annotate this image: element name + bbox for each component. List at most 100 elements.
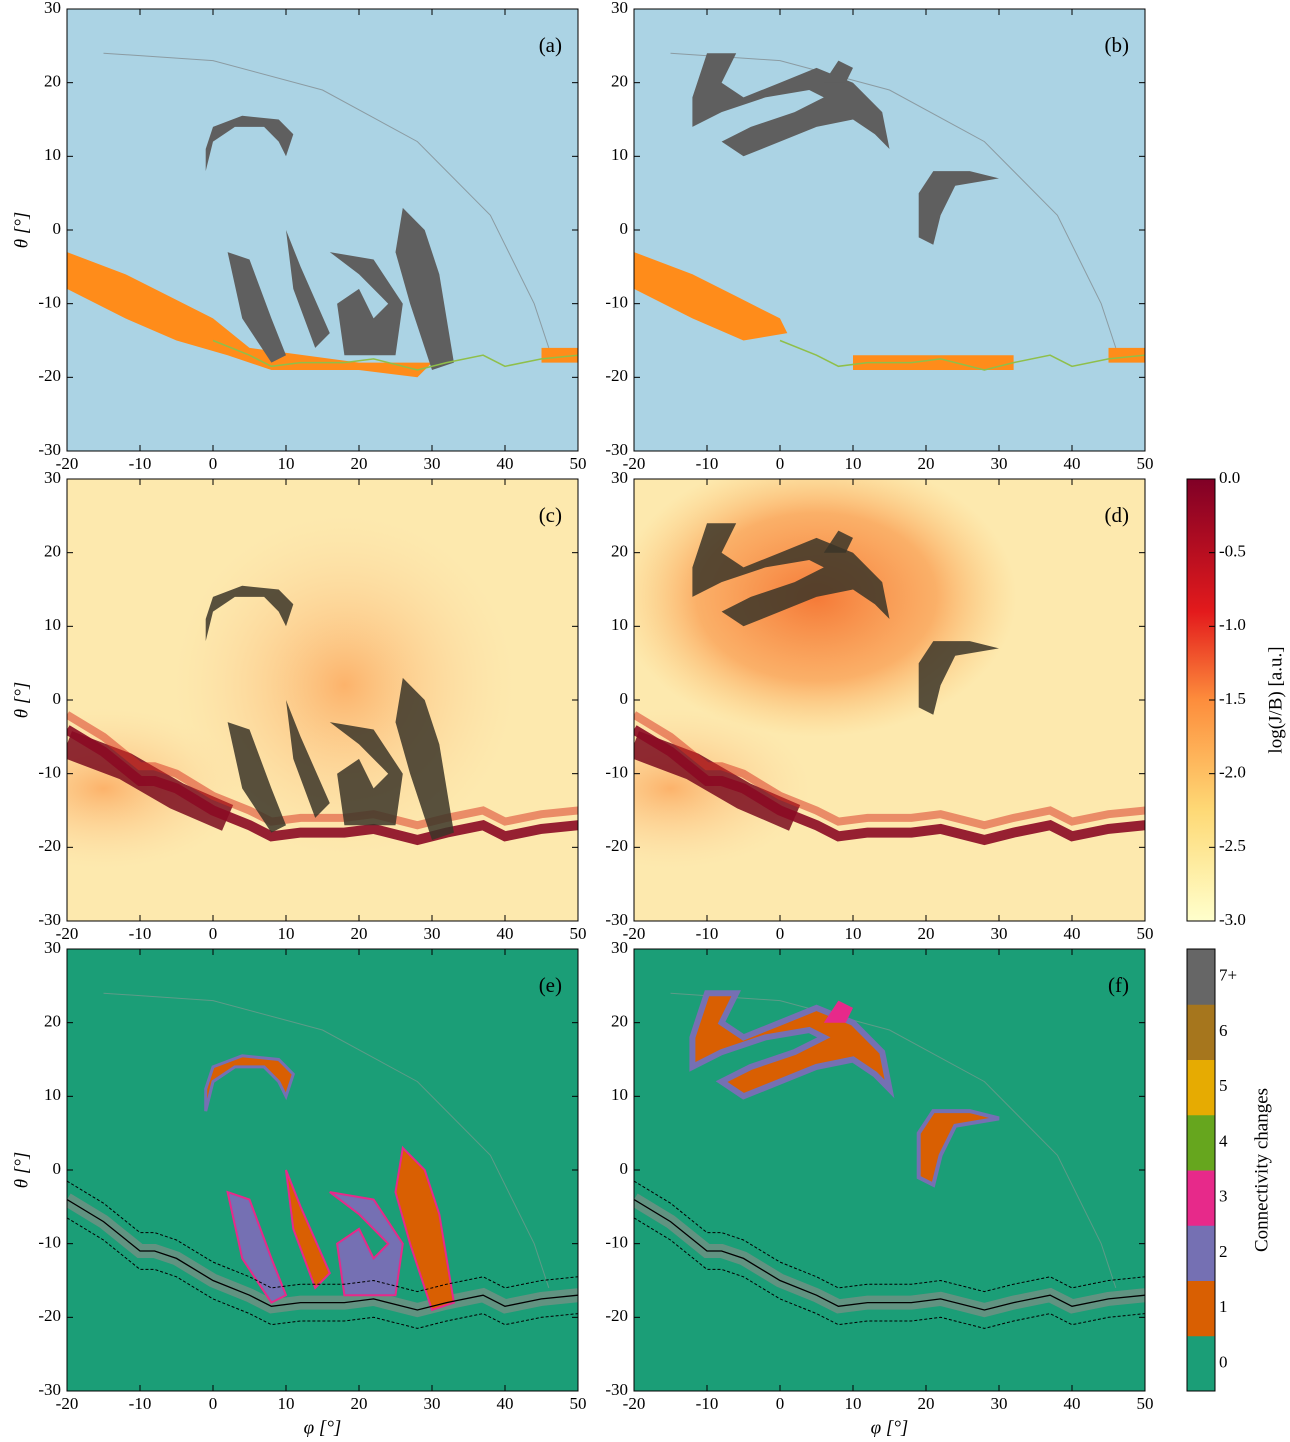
- colorbar-label: Connectivity changes: [1251, 1088, 1272, 1252]
- panel: -20-1001020304050-30-20-100102030(d): [531, 457, 1154, 943]
- y-tick-label: 0: [53, 689, 62, 708]
- y-tick-label: -10: [605, 1233, 628, 1252]
- panel-label: (d): [1105, 503, 1130, 527]
- colorbar-tick-label: -1.0: [1219, 615, 1246, 634]
- map-image: [634, 9, 1145, 451]
- panel-label: (c): [539, 503, 562, 527]
- y-tick-label: -20: [38, 366, 61, 385]
- y-tick-label: 20: [44, 1012, 61, 1031]
- x-tick-label: 0: [776, 924, 785, 943]
- y-tick-label: -10: [605, 763, 628, 782]
- map-image: [0, 479, 578, 921]
- y-tick-label: -30: [38, 910, 61, 929]
- y-tick-label: -20: [605, 366, 628, 385]
- x-tick-label: 30: [424, 1394, 441, 1413]
- y-tick-label: -30: [38, 440, 61, 459]
- x-tick-label: 10: [845, 1394, 862, 1413]
- figure: -20-1001020304050-30-20-100102030(a)θ [°…: [0, 0, 1290, 1437]
- x-tick-label: 30: [991, 454, 1008, 473]
- y-tick-label: 0: [620, 1159, 629, 1178]
- x-tick-label: 50: [1137, 454, 1154, 473]
- colorbar-tick-label: 0.0: [1219, 468, 1240, 487]
- x-tick-label: 20: [918, 924, 935, 943]
- colorbar-tick-label: -2.0: [1219, 763, 1246, 782]
- y-tick-label: -30: [605, 910, 628, 929]
- x-tick-label: 0: [209, 454, 218, 473]
- x-tick-label: 10: [278, 454, 295, 473]
- y-tick-label: 20: [611, 1012, 628, 1031]
- x-tick-label: 40: [1064, 924, 1081, 943]
- y-tick-label: 20: [611, 542, 628, 561]
- x-tick-label: 10: [845, 924, 862, 943]
- colorbar-tick-label: 3: [1219, 1187, 1228, 1206]
- y-tick-label: 0: [620, 689, 629, 708]
- x-tick-label: 50: [570, 924, 587, 943]
- y-tick-label: 10: [611, 1085, 628, 1104]
- colorbar-tick-label: 7+: [1219, 966, 1237, 985]
- colorbar-tick-label: 0: [1219, 1352, 1228, 1371]
- y-tick-label: 30: [44, 0, 61, 17]
- map-background: [67, 949, 578, 1391]
- y-axis-label: θ [°]: [11, 212, 32, 248]
- y-tick-label: 10: [44, 1085, 61, 1104]
- map-background: [67, 9, 578, 451]
- x-tick-label: 40: [497, 924, 514, 943]
- y-tick-label: 10: [44, 615, 61, 634]
- x-tick-label: 30: [424, 924, 441, 943]
- x-tick-label: 10: [278, 1394, 295, 1413]
- y-tick-label: 10: [611, 615, 628, 634]
- y-tick-label: 0: [53, 1159, 62, 1178]
- x-tick-label: 0: [776, 454, 785, 473]
- x-axis-label: φ [°]: [871, 1417, 909, 1437]
- x-tick-label: 10: [845, 454, 862, 473]
- y-tick-label: 20: [611, 72, 628, 91]
- y-tick-label: -30: [605, 440, 628, 459]
- x-tick-label: 30: [424, 454, 441, 473]
- y-tick-label: 10: [611, 145, 628, 164]
- y-tick-label: -20: [38, 836, 61, 855]
- x-tick-label: 20: [351, 924, 368, 943]
- colorbar-swatch: [1187, 1336, 1215, 1392]
- x-tick-label: -10: [696, 924, 719, 943]
- colorbar-label: log(J/B) [a.u.]: [1265, 646, 1286, 753]
- x-tick-label: 50: [1137, 1394, 1154, 1413]
- y-tick-label: -30: [605, 1380, 628, 1399]
- x-tick-label: -10: [129, 924, 152, 943]
- colorbar-tick-label: -3.0: [1219, 910, 1246, 929]
- map-image: [67, 949, 578, 1391]
- y-tick-label: -20: [38, 1306, 61, 1325]
- colorbar-tick-label: 1: [1219, 1297, 1228, 1316]
- x-tick-label: -10: [129, 1394, 152, 1413]
- y-tick-label: -10: [38, 1233, 61, 1252]
- y-tick-label: -10: [605, 293, 628, 312]
- y-tick-label: 30: [44, 938, 61, 957]
- panel-label: (e): [539, 973, 562, 997]
- x-tick-label: -10: [696, 1394, 719, 1413]
- y-tick-label: 0: [53, 219, 62, 238]
- x-tick-label: 50: [570, 1394, 587, 1413]
- x-tick-label: 20: [918, 1394, 935, 1413]
- colorbar-tick-label: 4: [1219, 1131, 1228, 1150]
- x-tick-label: 0: [776, 1394, 785, 1413]
- x-tick-label: 40: [497, 454, 514, 473]
- y-tick-label: 20: [44, 72, 61, 91]
- x-tick-label: 20: [918, 454, 935, 473]
- y-tick-label: -10: [38, 763, 61, 782]
- y-tick-label: -20: [605, 1306, 628, 1325]
- x-tick-label: 20: [351, 454, 368, 473]
- colorbar-swatch: [1187, 1281, 1215, 1337]
- panel-label: (f): [1108, 973, 1129, 997]
- colorbar-tick-label: -0.5: [1219, 542, 1246, 561]
- y-tick-label: 30: [611, 938, 628, 957]
- y-tick-label: -10: [38, 293, 61, 312]
- x-tick-label: 30: [991, 1394, 1008, 1413]
- y-tick-label: -20: [605, 836, 628, 855]
- x-tick-label: 0: [209, 1394, 218, 1413]
- y-tick-label: 30: [44, 468, 61, 487]
- colorbar-swatch: [1187, 1170, 1215, 1226]
- colorbar-tick-label: 2: [1219, 1242, 1228, 1261]
